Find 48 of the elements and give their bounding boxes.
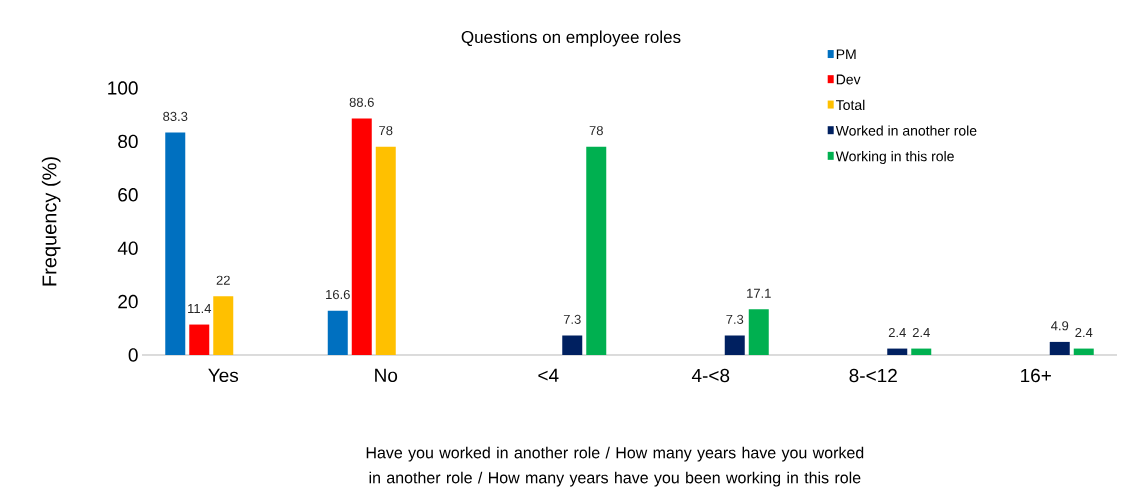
bar [562, 335, 583, 355]
bar [165, 132, 186, 355]
data-label: 83.3 [163, 111, 188, 122]
x-tick-label: 16+ [1021, 368, 1051, 383]
data-label: 16.6 [326, 289, 350, 300]
legend-label: Dev [836, 74, 861, 85]
legend-label: Total [836, 99, 865, 111]
y-tick-label: 40 [117, 241, 138, 255]
chart-title: Questions on employee roles [461, 30, 681, 47]
bar [327, 310, 348, 355]
y-tick-label: 60 [118, 188, 138, 202]
bar [375, 146, 396, 355]
legend-label: Worked in another role [835, 125, 977, 136]
x-tick-label: 8-<12 [849, 368, 897, 383]
data-label: 2.4 [888, 327, 906, 338]
bar [1073, 348, 1094, 355]
x-tick-label: <4 [538, 368, 559, 382]
y-tick-label: 100 [108, 81, 138, 95]
data-label: 78 [379, 125, 393, 136]
legend-label: PM [836, 49, 856, 60]
bar [189, 324, 210, 355]
bar [724, 335, 745, 355]
data-label: 2.4 [1075, 327, 1093, 338]
legend-label: Working in this role [835, 151, 954, 165]
data-label: 78 [589, 125, 603, 136]
x-axis-title: Have you worked in another role / How many years have you worked in another role / How many years have you been working in this role [366, 446, 864, 487]
data-label: 11.4 [188, 304, 212, 314]
bar [1049, 341, 1070, 355]
data-label: 22 [216, 275, 230, 285]
bar [586, 146, 607, 355]
x-tick-label: No [375, 368, 398, 383]
data-label: 7.3 [726, 314, 744, 324]
data-label: 17.1 [747, 288, 771, 298]
bar [213, 296, 234, 355]
bar [911, 348, 932, 355]
x-tick-label: Yes [208, 368, 239, 383]
y-axis-title: Frequency (%) [41, 157, 61, 286]
data-label: 4.9 [1051, 321, 1069, 331]
y-tick-label: 20 [118, 294, 138, 309]
data-label: 88.6 [349, 97, 374, 107]
data-label: 7.3 [563, 314, 581, 324]
y-tick-label: 80 [118, 134, 138, 149]
x-tick-label: 4-<8 [691, 368, 730, 383]
bar [748, 309, 769, 355]
bar [887, 348, 908, 355]
data-label: 2.4 [912, 327, 930, 338]
y-tick-label: 0 [128, 348, 138, 362]
bar [351, 118, 372, 355]
